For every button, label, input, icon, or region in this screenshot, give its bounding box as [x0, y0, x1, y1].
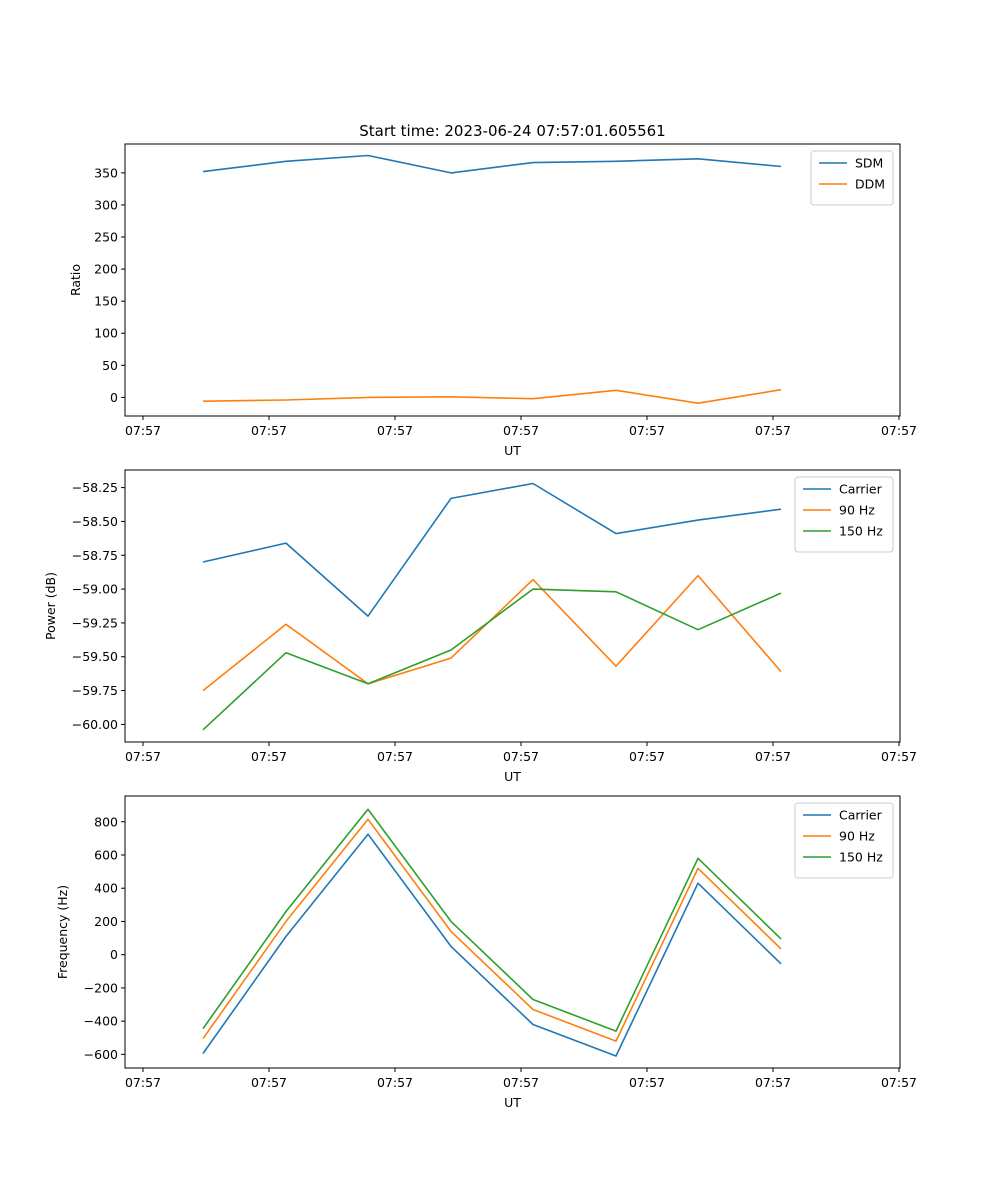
y-tick-label: 400	[94, 881, 118, 896]
x-tick-label: 07:57	[251, 1075, 287, 1090]
series-line-ddm	[202, 388, 782, 405]
x-tick-label: 07:57	[881, 1075, 917, 1090]
y-tick-label: −58.75	[72, 548, 118, 563]
axes-frame	[124, 143, 901, 417]
x-tick-label: 07:57	[755, 423, 791, 438]
y-tick-label: 0	[110, 390, 118, 405]
y-tick-label: −58.50	[72, 514, 118, 529]
axes-frame	[124, 795, 901, 1069]
y-tick-label: 350	[94, 165, 118, 180]
panels: 07:57 07:57 07:57 07:57 07:57 07:57 07:57 0 50 10…	[43, 143, 917, 1110]
x-tick-label: 07:57	[881, 749, 917, 764]
x-tick-label: 07:57	[251, 749, 287, 764]
y-tick-label: 250	[94, 230, 118, 245]
y-axis-label: Frequency (Hz)	[55, 885, 70, 979]
x-tick-label: 07:57	[629, 423, 665, 438]
x-tick-label: 07:57	[377, 423, 413, 438]
x-tick-label: 07:57	[377, 749, 413, 764]
legend-box	[794, 802, 894, 879]
legend-label: 150 Hz	[839, 524, 883, 539]
y-tick-label: −59.25	[72, 615, 118, 630]
y-tick-label: −59.75	[72, 683, 118, 698]
y-tick-label: 800	[94, 814, 118, 829]
x-tick-label: 07:57	[503, 749, 539, 764]
y-axis-label: Power (dB)	[43, 572, 58, 640]
y-tick-label: 600	[94, 847, 118, 862]
legend: Carrier 90 Hz 150 Hz	[794, 802, 894, 879]
y-tick-label: −200	[84, 980, 118, 995]
legend-box	[810, 150, 894, 206]
x-tick-label: 07:57	[629, 749, 665, 764]
series-line-150-hz	[202, 808, 782, 1032]
legend-label: Carrier	[839, 808, 883, 823]
figure-title: Start time: 2023-06-24 07:57:01.605561	[359, 122, 665, 140]
y-axis-label: Ratio	[68, 264, 83, 296]
legend-box	[794, 476, 894, 553]
legend-label: 90 Hz	[839, 829, 875, 844]
y-tick-label: 150	[94, 294, 118, 309]
x-tick-label: 07:57	[125, 423, 161, 438]
series-line-150-hz	[202, 588, 782, 731]
series-line-carrier	[202, 482, 782, 617]
legend-label: 90 Hz	[839, 503, 875, 518]
x-tick-label: 07:57	[377, 1075, 413, 1090]
y-tick-label: −59.50	[72, 649, 118, 664]
y-tick-label: 100	[94, 326, 118, 341]
axes-frame	[124, 469, 901, 743]
legend-label: SDM	[855, 156, 883, 171]
x-tick-label: 07:57	[881, 423, 917, 438]
series-line-90-hz	[202, 818, 782, 1042]
series-line-carrier	[202, 833, 782, 1057]
x-tick-label: 07:57	[629, 1075, 665, 1090]
y-tick-label: 200	[94, 262, 118, 277]
x-tick-label: 07:57	[503, 1075, 539, 1090]
legend-label: DDM	[855, 177, 885, 192]
x-tick-label: 07:57	[125, 749, 161, 764]
x-axis-label: UT	[504, 443, 521, 458]
legend-label: Carrier	[839, 482, 883, 497]
panel-1: 07:57 07:57 07:57 07:57 07:57 07:57 07:57 0 50 10…	[68, 143, 917, 458]
legend: SDM DDM	[810, 150, 894, 206]
y-tick-label: 0	[110, 947, 118, 962]
panel-2: 07:57 07:57 07:57 07:57 07:57 07:57 07:57 −60.0…	[43, 469, 917, 784]
legend-label: 150 Hz	[839, 850, 883, 865]
y-tick-label: −600	[84, 1047, 118, 1062]
x-axis-label: UT	[504, 769, 521, 784]
y-tick-label: −400	[84, 1014, 118, 1029]
x-tick-label: 07:57	[503, 423, 539, 438]
x-tick-label: 07:57	[755, 1075, 791, 1090]
series-line-90-hz	[202, 574, 782, 692]
y-tick-label: 50	[102, 358, 118, 373]
x-tick-label: 07:57	[125, 1075, 161, 1090]
y-tick-label: −58.25	[72, 480, 118, 495]
x-axis-label: UT	[504, 1095, 521, 1110]
y-tick-label: −60.00	[72, 717, 118, 732]
y-tick-label: 300	[94, 197, 118, 212]
x-tick-label: 07:57	[251, 423, 287, 438]
series-line-sdm	[202, 154, 782, 174]
legend: Carrier 90 Hz 150 Hz	[794, 476, 894, 553]
y-tick-label: 200	[94, 914, 118, 929]
panel-3: 07:57 07:57 07:57 07:57 07:57 07:57 07:57 −600 −…	[55, 795, 917, 1110]
y-tick-label: −59.00	[72, 582, 118, 597]
x-tick-label: 07:57	[755, 749, 791, 764]
